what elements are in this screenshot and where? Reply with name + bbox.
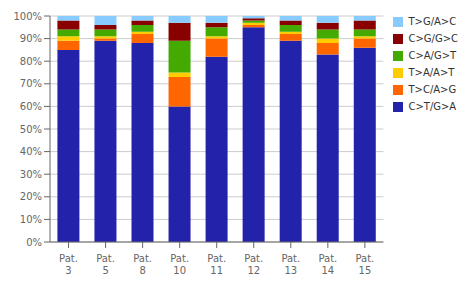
svg-text:100%: 100%: [13, 11, 42, 22]
svg-text:80%: 80%: [20, 56, 42, 67]
svg-text:90%: 90%: [20, 33, 42, 44]
svg-text:30%: 30%: [20, 169, 42, 180]
svg-text:Pat.8: Pat.8: [133, 253, 152, 276]
html-text:T>C/A>G: T>C/A>G: [408, 84, 457, 95]
svg-text:Pat.10: Pat.10: [170, 253, 189, 276]
svg-text:60%: 60%: [20, 101, 42, 112]
svg-text:Pat.12: Pat.12: [244, 253, 263, 276]
html-text:C>A/G>T: C>A/G>T: [408, 50, 457, 61]
svg-text:40%: 40%: [20, 146, 42, 157]
svg-text:Pat.3: Pat.3: [59, 253, 78, 276]
svg-text:Pat.5: Pat.5: [96, 253, 115, 276]
svg-text:20%: 20%: [20, 191, 42, 202]
html-text:T>G/A>C: T>G/A>C: [408, 16, 457, 27]
svg-text:Pat.14: Pat.14: [318, 253, 337, 276]
svg-text:10%: 10%: [20, 214, 42, 225]
svg-text:70%: 70%: [20, 78, 42, 89]
html-text:T>A/A>T: T>A/A>T: [408, 67, 455, 78]
svg-text:Pat.11: Pat.11: [207, 253, 226, 276]
svg-text:0%: 0%: [26, 237, 42, 248]
html-text:C>G/G>C: C>G/G>C: [408, 33, 458, 44]
svg-text:Pat.13: Pat.13: [281, 253, 300, 276]
html-text:C>T/G>A: C>T/G>A: [408, 101, 457, 112]
svg-text:50%: 50%: [20, 124, 42, 135]
svg-text:Pat.15: Pat.15: [355, 253, 374, 276]
